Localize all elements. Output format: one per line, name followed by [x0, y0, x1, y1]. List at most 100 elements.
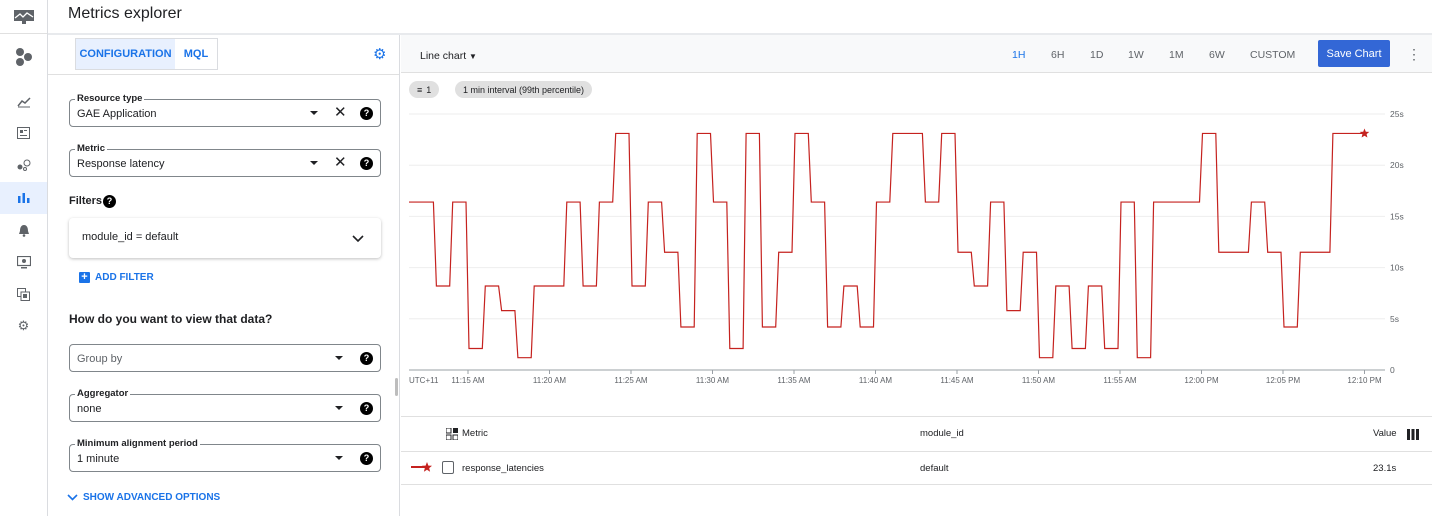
- metric-select[interactable]: Metric Response latency ✕ ?: [69, 143, 381, 177]
- x-tick-label: 11:35 AM: [777, 376, 811, 385]
- x-tick-label: 11:15 AM: [451, 376, 485, 385]
- hexagons-icon[interactable]: [0, 41, 47, 73]
- row-module-id: default: [920, 463, 949, 474]
- side-nav: ⚙: [0, 0, 48, 516]
- x-tick-label: 12:10 PM: [1347, 376, 1382, 385]
- divider: [401, 416, 1432, 417]
- aggregator-value: none: [77, 403, 102, 415]
- help-icon[interactable]: ?: [360, 402, 373, 415]
- x-tick-label: 12:05 PM: [1266, 376, 1301, 385]
- help-icon[interactable]: ?: [360, 352, 373, 365]
- gear-icon[interactable]: ⚙: [373, 46, 387, 63]
- filter-chip[interactable]: ≡ 1: [409, 81, 440, 98]
- range-1m[interactable]: 1M: [1169, 49, 1184, 61]
- uptime-icon[interactable]: [0, 246, 47, 278]
- dropdown-caret-icon[interactable]: [310, 111, 318, 115]
- line-chart: UTC+11 11:15 AM 11:20 AM 11:25 AM 11:30 AM 11…: [400, 109, 1404, 385]
- help-icon[interactable]: ?: [360, 452, 373, 465]
- mode-tabs: CONFIGURATION MQL: [75, 38, 218, 70]
- range-custom[interactable]: CUSTOM: [1250, 49, 1296, 61]
- series-line[interactable]: [400, 132, 1366, 359]
- more-vert-icon[interactable]: ⋮: [1407, 46, 1421, 62]
- add-filter-button[interactable]: + ADD FILTER: [79, 272, 154, 283]
- filter-count: 1: [426, 84, 432, 95]
- metrics-explorer-icon[interactable]: [0, 182, 47, 214]
- x-tick-label: 11:30 AM: [696, 376, 730, 385]
- filter-card[interactable]: module_id = default: [69, 218, 381, 258]
- column-header-metric[interactable]: Metric: [462, 428, 488, 439]
- tab-mql[interactable]: MQL: [183, 48, 209, 60]
- y-tick-label: 0: [1390, 365, 1395, 375]
- add-filter-label: ADD FILTER: [95, 272, 154, 283]
- filter-list-icon: ≡: [417, 84, 423, 95]
- x-tick-label: 12:00 PM: [1184, 376, 1219, 385]
- scrollbar[interactable]: [395, 378, 398, 396]
- columns-icon[interactable]: [1407, 427, 1419, 445]
- row-checkbox[interactable]: [442, 461, 454, 474]
- chart-line-icon[interactable]: [0, 86, 47, 118]
- tab-configuration[interactable]: CONFIGURATION: [76, 39, 175, 69]
- save-chart-button[interactable]: Save Chart: [1318, 40, 1390, 67]
- column-select-icon[interactable]: [445, 427, 459, 445]
- x-tick-label: 11:25 AM: [614, 376, 648, 385]
- dashboard-icon[interactable]: [0, 117, 47, 149]
- page-title: Metrics explorer: [68, 5, 182, 22]
- x-tick-label: 11:40 AM: [859, 376, 893, 385]
- divider: [401, 484, 1432, 485]
- show-advanced-button[interactable]: SHOW ADVANCED OPTIONS: [67, 492, 220, 503]
- y-tick-label: 5s: [1390, 314, 1399, 324]
- y-tick-label: 10s: [1390, 263, 1404, 273]
- help-icon[interactable]: ?: [360, 157, 373, 170]
- config-panel: CONFIGURATION MQL ⚙ Resource type GAE Ap…: [48, 35, 400, 516]
- alignment-value: 1 minute: [77, 453, 120, 465]
- chevron-down-icon: [67, 494, 78, 501]
- range-1w[interactable]: 1W: [1128, 49, 1144, 61]
- chart-panel: Line chart ▼ 1H 6H 1D 1W 1M 6W CUSTOM Sa…: [401, 35, 1432, 516]
- alignment-period-select[interactable]: Minimum alignment period 1 minute ?: [69, 438, 381, 472]
- dropdown-caret-icon[interactable]: [335, 356, 343, 360]
- resource-type-label: Resource type: [75, 93, 145, 105]
- range-6h[interactable]: 6H: [1051, 49, 1065, 61]
- x-tick-label: 11:45 AM: [940, 376, 974, 385]
- show-advanced-label: SHOW ADVANCED OPTIONS: [83, 492, 221, 503]
- aggregator-select[interactable]: Aggregator none ?: [69, 388, 381, 422]
- chevron-down-icon[interactable]: [352, 230, 364, 248]
- divider: [401, 451, 1432, 452]
- last-point-star-icon: [1359, 128, 1370, 138]
- column-header-module-id[interactable]: module_id: [920, 428, 964, 439]
- y-tick-label: 15s: [1390, 211, 1404, 221]
- page-header: Metrics explorer: [48, 0, 1432, 35]
- groups-icon[interactable]: [0, 278, 47, 310]
- aggregator-label: Aggregator: [75, 388, 131, 400]
- table-row[interactable]: response_latencies default 23.1s: [401, 452, 1432, 484]
- dropdown-caret-icon[interactable]: [310, 161, 318, 165]
- chart-toolbar: Line chart ▼ 1H 6H 1D 1W 1M 6W CUSTOM Sa…: [401, 35, 1432, 73]
- dropdown-caret-icon[interactable]: [335, 406, 343, 410]
- resource-type-select[interactable]: Resource type GAE Application ✕ ?: [69, 93, 381, 127]
- chart-type-select[interactable]: Line chart ▼: [420, 50, 477, 62]
- group-by-select[interactable]: Group by ?: [69, 344, 381, 372]
- y-tick-label: 20s: [1390, 160, 1404, 170]
- alignment-label: Minimum alignment period: [75, 438, 200, 450]
- range-1h[interactable]: 1H: [1012, 49, 1026, 61]
- x-tick-label: 11:55 AM: [1103, 376, 1137, 385]
- timezone-label: UTC+11: [409, 376, 439, 385]
- range-1d[interactable]: 1D: [1090, 49, 1104, 61]
- services-icon[interactable]: [0, 149, 47, 181]
- row-value: 23.1s: [1373, 463, 1397, 474]
- clear-icon[interactable]: ✕: [334, 154, 347, 171]
- bell-icon[interactable]: [0, 214, 47, 246]
- row-metric: response_latencies: [462, 463, 544, 474]
- divider: [48, 74, 399, 75]
- chart-type-label: Line chart: [420, 50, 467, 62]
- dropdown-caret-icon[interactable]: [335, 456, 343, 460]
- help-icon[interactable]: ?: [103, 195, 116, 208]
- monitoring-logo-icon[interactable]: [0, 0, 47, 34]
- clear-icon[interactable]: ✕: [334, 104, 347, 121]
- help-icon[interactable]: ?: [360, 107, 373, 120]
- metric-value: Response latency: [77, 158, 165, 170]
- interval-chip[interactable]: 1 min interval (99th percentile): [455, 81, 593, 98]
- range-6w[interactable]: 6W: [1209, 49, 1225, 61]
- settings-icon[interactable]: ⚙: [17, 318, 30, 333]
- column-header-value[interactable]: Value: [1373, 428, 1397, 439]
